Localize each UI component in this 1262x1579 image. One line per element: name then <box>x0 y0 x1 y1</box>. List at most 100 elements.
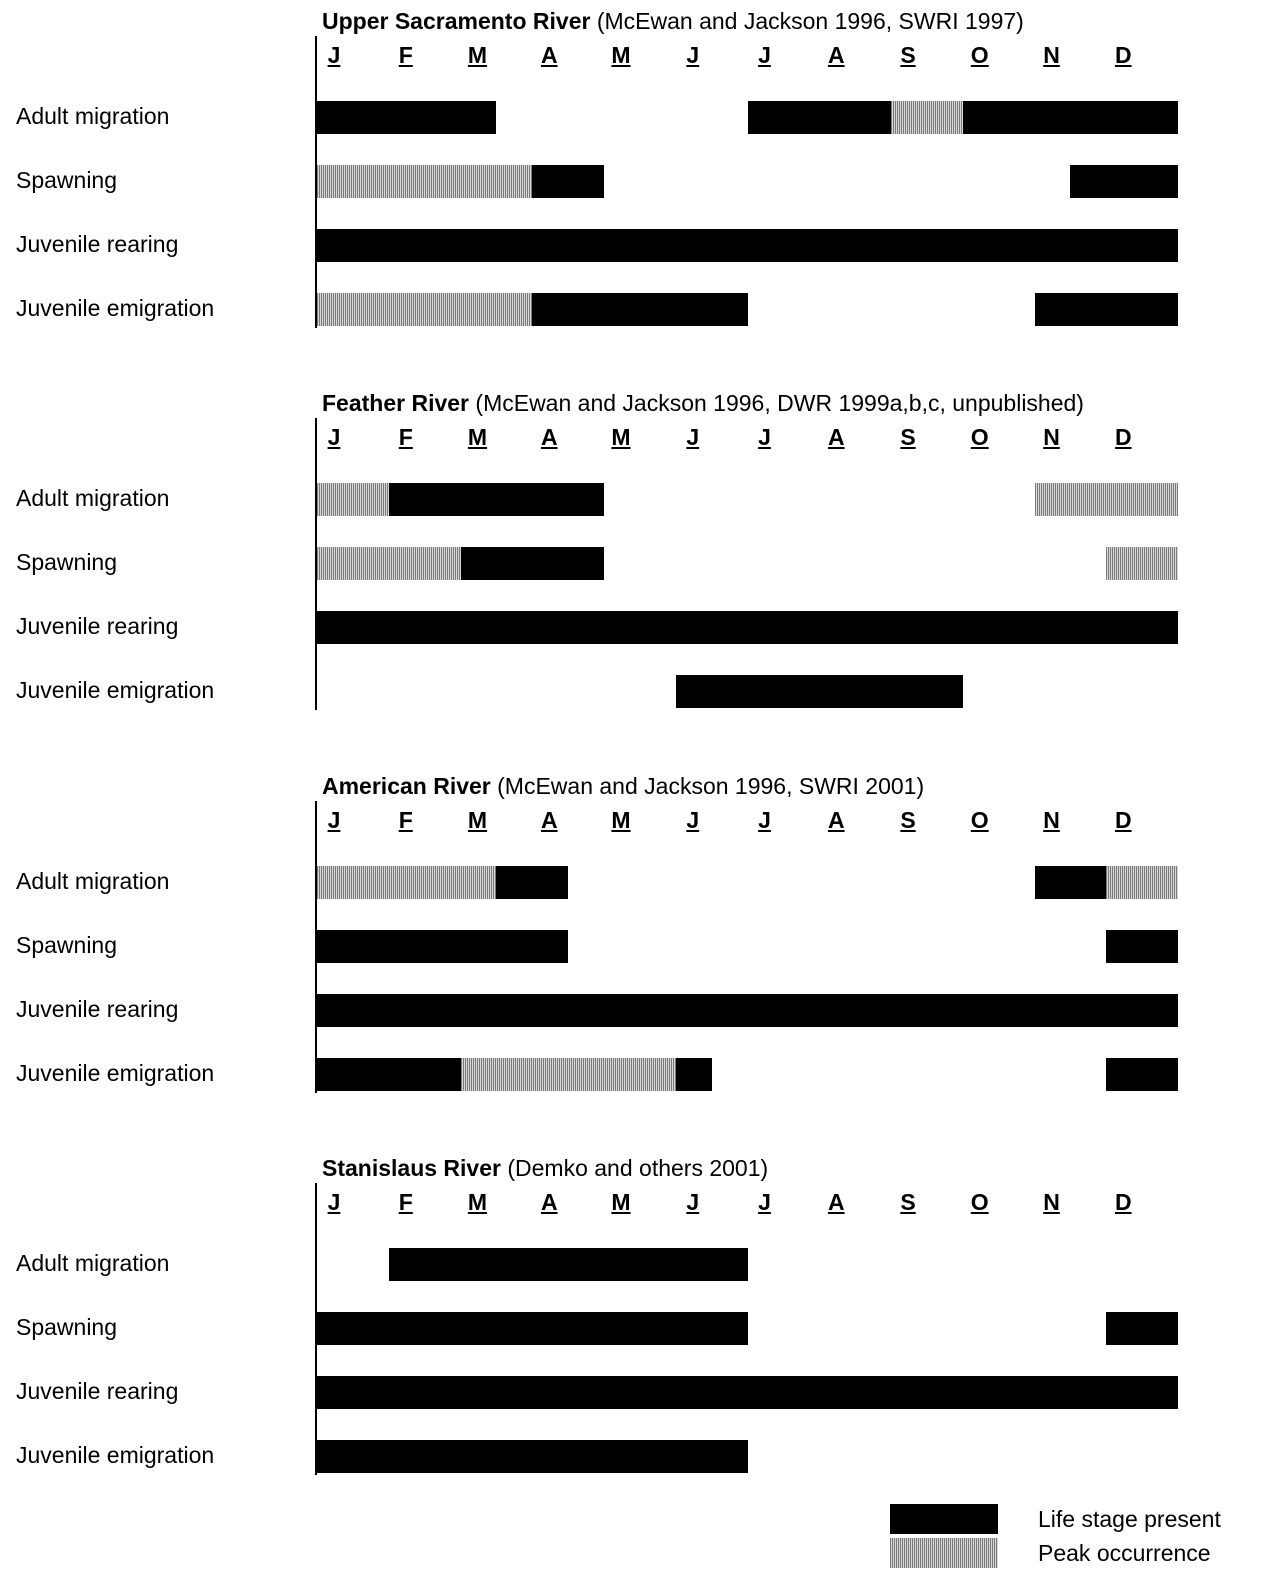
life-stage-present-bar <box>1034 293 1178 326</box>
month-tick-label: J <box>758 807 771 833</box>
month-tick-label: J <box>758 42 771 68</box>
month-tick-label: F <box>398 424 413 450</box>
month-tick-label: D <box>1114 807 1132 833</box>
month-tick-label: D <box>1114 1189 1132 1215</box>
life-stage-present-bar <box>1106 1312 1178 1345</box>
y-axis-line <box>315 418 317 710</box>
life-stage-present-bar <box>317 994 1178 1027</box>
life-stage-present-bar <box>317 1440 748 1473</box>
life-stage-label: Spawning <box>16 1314 118 1340</box>
legend-swatch-peak <box>890 1538 998 1568</box>
river-name: American River <box>322 773 491 799</box>
month-tick-label: A <box>827 1189 845 1215</box>
source-citation: (McEwan and Jackson 1996, SWRI 2001) <box>490 773 925 799</box>
month-tick-label: M <box>467 1189 488 1215</box>
month-tick-label: O <box>970 807 989 833</box>
legend-swatch-present <box>890 1504 998 1534</box>
month-tick-label: S <box>900 42 916 68</box>
life-stage-present-bar <box>675 675 963 708</box>
month-tick-label: D <box>1114 424 1132 450</box>
month-tick-label: M <box>611 42 631 68</box>
month-tick-label: D <box>1114 42 1132 68</box>
legend-label-present: Life stage present <box>1038 1506 1221 1532</box>
peak-occurrence-bar <box>317 547 461 580</box>
y-axis-line <box>315 801 317 1093</box>
river-name: Feather River <box>322 390 470 416</box>
life-stage-present-bar <box>1106 1058 1178 1091</box>
river-panel: Upper Sacramento River (McEwan and Jacks… <box>0 0 1262 370</box>
life-stage-present-bar <box>317 1058 461 1091</box>
life-stage-label: Spawning <box>16 549 118 575</box>
y-axis-line <box>315 36 317 328</box>
month-tick-label: A <box>540 42 558 68</box>
month-tick-label: N <box>1043 424 1060 450</box>
legend-label-peak: Peak occurrence <box>1038 1540 1211 1566</box>
life-stage-label: Adult migration <box>16 868 170 894</box>
life-stage-label: Adult migration <box>16 103 170 129</box>
life-stage-label: Juvenile emigration <box>16 1442 215 1468</box>
month-tick-label: S <box>900 807 916 833</box>
life-stage-present-bar <box>532 165 604 198</box>
life-stage-label: Juvenile rearing <box>16 231 179 257</box>
month-tick-label: O <box>970 42 989 68</box>
life-stage-present-bar <box>460 547 604 580</box>
peak-occurrence-bar <box>317 483 389 516</box>
life-stage-present-bar <box>1070 165 1178 198</box>
life-stage-label: Juvenile rearing <box>16 996 179 1022</box>
source-citation: (McEwan and Jackson 1996, DWR 1999a,b,c,… <box>469 390 1084 416</box>
source-citation: (Demko and others 2001) <box>500 1155 769 1181</box>
peak-occurrence-bar <box>317 866 497 899</box>
month-tick-label: J <box>686 1189 700 1215</box>
month-tick-label: M <box>611 1189 631 1215</box>
month-tick-label: J <box>327 424 341 450</box>
month-tick-label: O <box>970 1189 989 1215</box>
river-panel: Stanislaus River (Demko and others 2001)… <box>0 1147 1262 1517</box>
life-stage-label: Juvenile emigration <box>16 1060 215 1086</box>
peak-occurrence-bar <box>1106 866 1178 899</box>
month-tick-label: F <box>398 807 413 833</box>
month-tick-label: J <box>758 424 771 450</box>
month-tick-label: S <box>900 1189 916 1215</box>
month-tick-label: O <box>970 424 989 450</box>
panel-title: Stanislaus River (Demko and others 2001) <box>322 1155 768 1182</box>
life-stage-present-bar <box>317 930 569 963</box>
peak-occurrence-bar <box>317 293 533 326</box>
month-tick-label: A <box>827 807 845 833</box>
river-name: Stanislaus River <box>322 1155 501 1181</box>
life-stage-label: Adult migration <box>16 485 170 511</box>
life-stage-present-bar <box>388 1248 748 1281</box>
month-tick-label: S <box>900 424 916 450</box>
life-stage-present-bar <box>317 1312 748 1345</box>
life-stage-label: Juvenile rearing <box>16 1378 179 1404</box>
life-stage-present-bar <box>317 101 497 134</box>
life-stage-label: Juvenile emigration <box>16 295 215 321</box>
peak-occurrence-bar <box>317 165 533 198</box>
life-stage-present-bar <box>388 483 604 516</box>
month-tick-label: A <box>540 424 558 450</box>
month-tick-label: J <box>686 42 700 68</box>
month-tick-label: N <box>1043 42 1060 68</box>
life-stage-present-bar <box>317 229 1178 262</box>
month-tick-label: J <box>758 1189 771 1215</box>
month-tick-label: A <box>540 1189 558 1215</box>
month-tick-label: M <box>467 424 488 450</box>
month-tick-label: J <box>686 807 700 833</box>
month-tick-label: J <box>327 42 341 68</box>
month-tick-label: N <box>1043 1189 1060 1215</box>
peak-occurrence-bar <box>460 1058 676 1091</box>
month-tick-label: M <box>467 807 488 833</box>
month-tick-label: F <box>398 1189 413 1215</box>
source-citation: (McEwan and Jackson 1996, SWRI 1997) <box>590 8 1024 34</box>
month-tick-label: M <box>467 42 488 68</box>
panel-title: American River (McEwan and Jackson 1996,… <box>322 773 924 800</box>
panel-title: Feather River (McEwan and Jackson 1996, … <box>322 390 1084 417</box>
life-stage-present-bar <box>1034 866 1107 899</box>
month-tick-label: A <box>827 424 845 450</box>
month-tick-label: A <box>540 807 558 833</box>
river-panel: Feather River (McEwan and Jackson 1996, … <box>0 382 1262 752</box>
month-tick-label: M <box>611 424 631 450</box>
month-tick-label: F <box>398 42 413 68</box>
life-stage-present-bar <box>496 866 569 899</box>
life-stage-present-bar <box>1106 930 1178 963</box>
life-stage-label: Spawning <box>16 932 118 958</box>
